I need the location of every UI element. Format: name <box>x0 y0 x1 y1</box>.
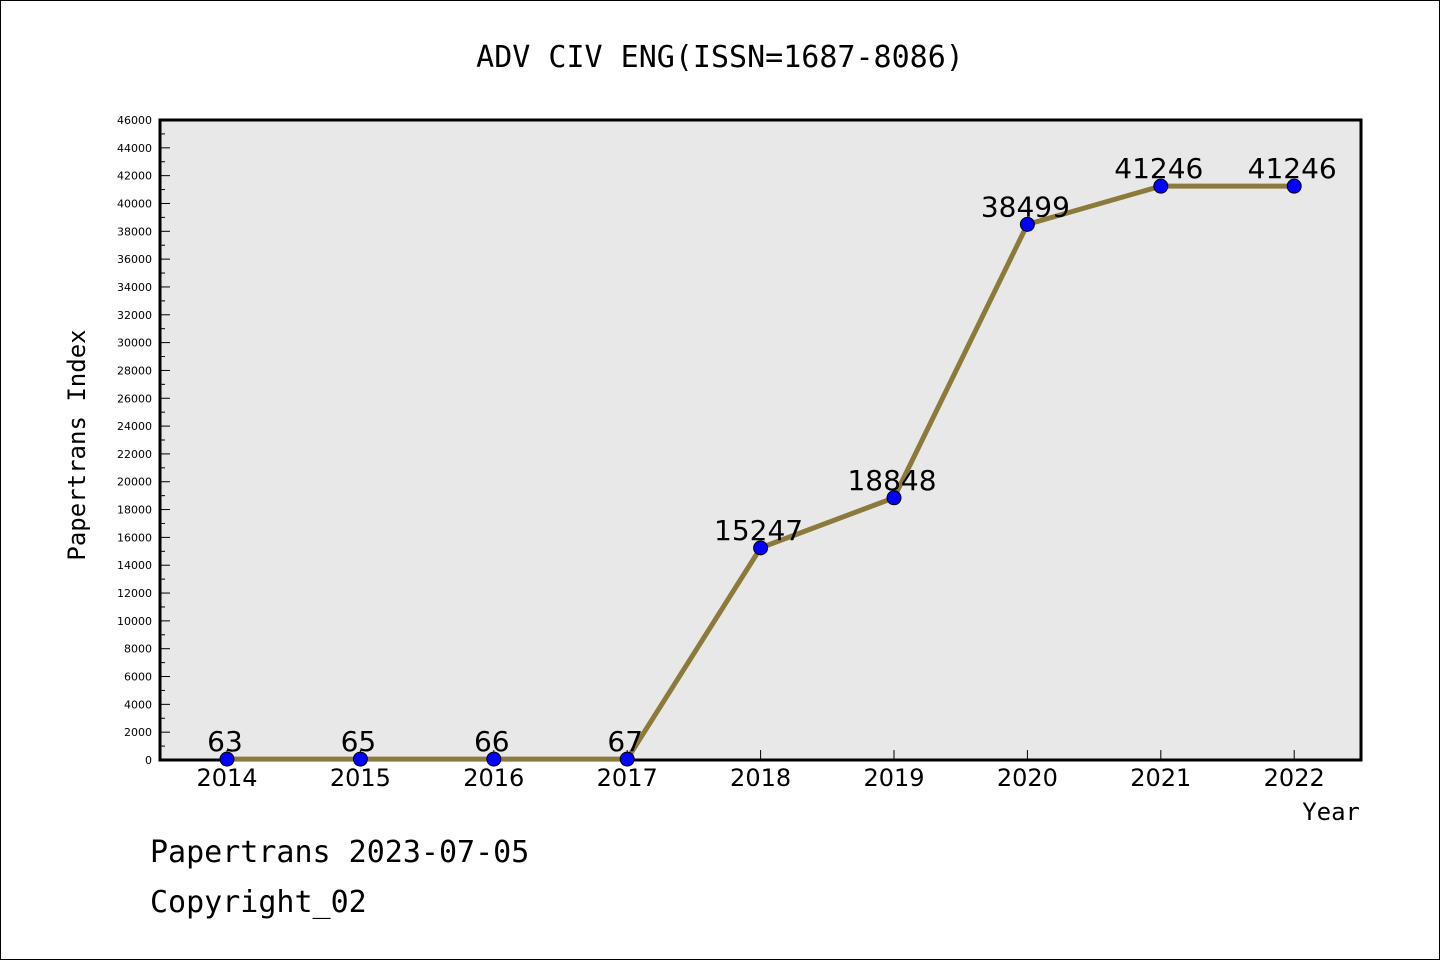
y-tick-label: 14000 <box>117 559 152 572</box>
data-label: 65 <box>341 725 377 758</box>
y-tick-label: 26000 <box>117 392 152 405</box>
data-label: 63 <box>207 725 243 758</box>
data-label: 66 <box>474 725 510 758</box>
y-tick-label: 18000 <box>117 504 152 517</box>
y-tick-label: 0 <box>145 754 152 767</box>
x-axis-label: Year <box>1302 798 1360 826</box>
data-label: 41246 <box>1114 152 1203 185</box>
data-point <box>352 751 368 767</box>
data-point <box>219 751 235 767</box>
data-label: 18848 <box>847 464 936 497</box>
data-label: 15247 <box>714 514 803 547</box>
y-tick-label: 36000 <box>117 253 152 266</box>
data-label: 67 <box>607 725 643 758</box>
x-axis: 2014 2015 2016 2017 2018 2019 2020 2021 2022 <box>196 750 1325 792</box>
y-tick-label: 40000 <box>117 197 152 210</box>
x-tick-label: 2022 <box>1264 764 1325 792</box>
x-tick-label: 2016 <box>463 764 524 792</box>
y-axis-label: Papertrans Index <box>63 329 91 560</box>
data-point <box>1153 178 1169 194</box>
y-tick-label: 4000 <box>124 698 152 711</box>
y-tick-label: 24000 <box>117 420 152 433</box>
y-tick-label: 42000 <box>117 170 152 183</box>
x-tick-label: 2020 <box>997 764 1058 792</box>
y-tick-label: 12000 <box>117 587 152 600</box>
y-tick-label: 10000 <box>117 615 152 628</box>
y-tick-label: 2000 <box>124 726 152 739</box>
x-tick-label: 2021 <box>1130 764 1191 792</box>
x-tick-label: 2019 <box>863 764 924 792</box>
y-tick-label: 34000 <box>117 281 152 294</box>
y-tick-label: 28000 <box>117 364 152 377</box>
y-tick-label: 8000 <box>124 643 152 656</box>
footer-date: Papertrans 2023-07-05 <box>150 835 530 870</box>
data-label: 41246 <box>1248 152 1337 185</box>
y-tick-label: 38000 <box>117 225 152 238</box>
data-point <box>486 751 502 767</box>
y-tick-label: 22000 <box>117 448 152 461</box>
data-point <box>1019 216 1035 232</box>
x-tick-label: 2014 <box>196 764 257 792</box>
chart-title: ADV CIV ENG(ISSN=1687-8086) <box>476 40 964 75</box>
x-tick-label: 2015 <box>330 764 391 792</box>
data-point <box>886 490 902 506</box>
y-tick-label: 30000 <box>117 337 152 350</box>
y-tick-label: 32000 <box>117 309 152 322</box>
data-point <box>619 751 635 767</box>
y-tick-label: 6000 <box>124 671 152 684</box>
plot-area <box>158 118 1363 762</box>
series-group: 63 65 66 67 15247 18848 38499 41246 41246 <box>207 152 1337 767</box>
y-tick-label: 20000 <box>117 476 152 489</box>
y-axis: 0 2000 4000 6000 8000 10000 12000 14000 16000 180… <box>117 114 170 767</box>
data-label: 38499 <box>981 190 1070 223</box>
footer-copyright: Copyright_02 <box>150 885 367 920</box>
x-tick-label: 2017 <box>597 764 658 792</box>
y-tick-label: 16000 <box>117 531 152 544</box>
y-tick-label: 46000 <box>117 114 152 127</box>
x-tick-label: 2018 <box>730 764 791 792</box>
y-tick-label: 44000 <box>117 142 152 155</box>
data-point <box>753 540 769 556</box>
data-point <box>1286 178 1302 194</box>
